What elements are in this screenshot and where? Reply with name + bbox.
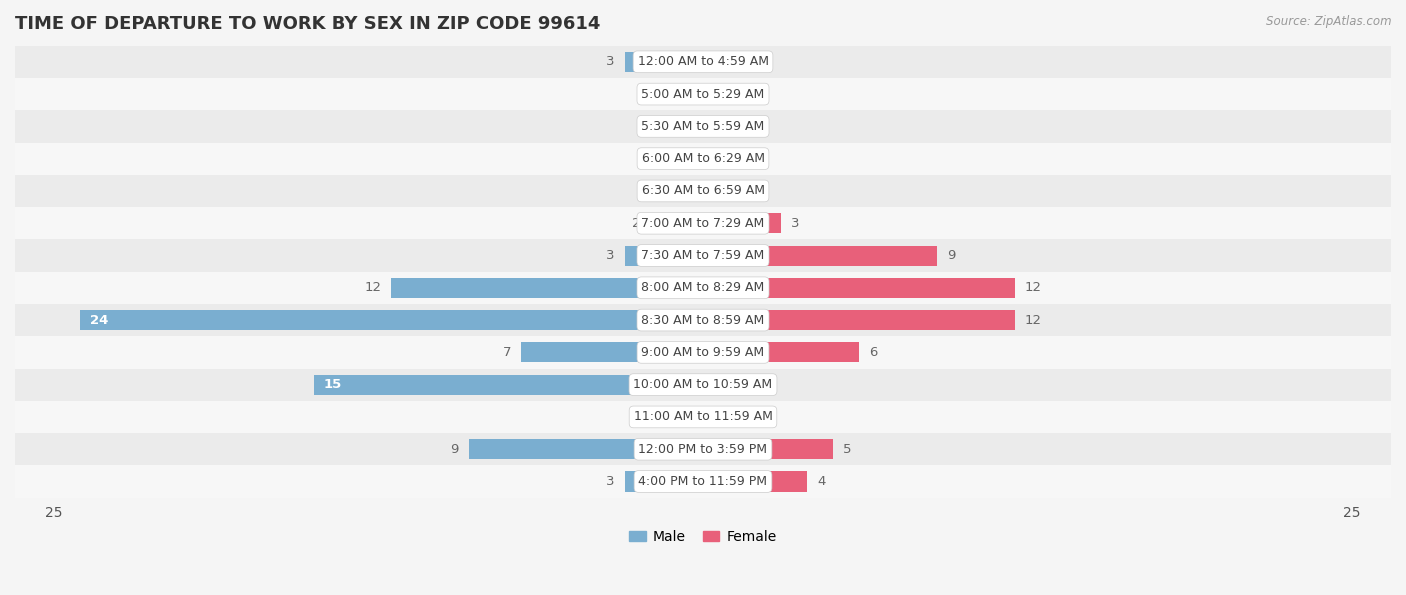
Bar xyxy=(522,342,703,362)
Bar xyxy=(664,181,703,201)
Text: 5: 5 xyxy=(844,443,852,456)
Bar xyxy=(703,342,859,362)
Bar xyxy=(664,149,703,168)
Bar xyxy=(626,471,703,491)
Bar xyxy=(1,78,1405,110)
Bar xyxy=(1,175,1405,207)
Bar xyxy=(703,407,742,427)
Bar xyxy=(626,52,703,72)
Text: 8:00 AM to 8:29 AM: 8:00 AM to 8:29 AM xyxy=(641,281,765,295)
Bar xyxy=(1,401,1405,433)
Text: TIME OF DEPARTURE TO WORK BY SEX IN ZIP CODE 99614: TIME OF DEPARTURE TO WORK BY SEX IN ZIP … xyxy=(15,15,600,33)
Text: 4: 4 xyxy=(817,475,825,488)
Text: 6: 6 xyxy=(869,346,877,359)
Text: 0: 0 xyxy=(752,87,761,101)
Text: 9: 9 xyxy=(450,443,458,456)
Bar xyxy=(1,272,1405,304)
Text: 11:00 AM to 11:59 AM: 11:00 AM to 11:59 AM xyxy=(634,411,772,424)
Bar xyxy=(703,181,742,201)
Bar xyxy=(1,143,1405,175)
Text: 0: 0 xyxy=(752,120,761,133)
Bar xyxy=(703,117,742,136)
Bar xyxy=(703,471,807,491)
Text: 15: 15 xyxy=(323,378,342,391)
Text: 7:00 AM to 7:29 AM: 7:00 AM to 7:29 AM xyxy=(641,217,765,230)
Text: 12: 12 xyxy=(364,281,381,295)
Text: 4:00 PM to 11:59 PM: 4:00 PM to 11:59 PM xyxy=(638,475,768,488)
Bar xyxy=(80,310,703,330)
Bar xyxy=(664,407,703,427)
Bar xyxy=(703,246,936,265)
Text: 0: 0 xyxy=(645,411,654,424)
Bar xyxy=(703,213,780,233)
Text: 0: 0 xyxy=(752,378,761,391)
Bar xyxy=(664,117,703,136)
Bar xyxy=(703,439,832,459)
Bar xyxy=(1,465,1405,497)
Text: 9:00 AM to 9:59 AM: 9:00 AM to 9:59 AM xyxy=(641,346,765,359)
Legend: Male, Female: Male, Female xyxy=(624,524,782,549)
Bar xyxy=(1,304,1405,336)
Text: 6:30 AM to 6:59 AM: 6:30 AM to 6:59 AM xyxy=(641,184,765,198)
Bar xyxy=(626,246,703,265)
Text: 0: 0 xyxy=(752,411,761,424)
Text: 3: 3 xyxy=(606,249,614,262)
Text: 3: 3 xyxy=(606,475,614,488)
Text: 24: 24 xyxy=(90,314,108,327)
Text: 7:30 AM to 7:59 AM: 7:30 AM to 7:59 AM xyxy=(641,249,765,262)
Text: 12: 12 xyxy=(1025,314,1042,327)
Text: Source: ZipAtlas.com: Source: ZipAtlas.com xyxy=(1267,15,1392,28)
Bar xyxy=(664,84,703,104)
Bar xyxy=(703,84,742,104)
Text: 2: 2 xyxy=(633,217,641,230)
Text: 0: 0 xyxy=(645,184,654,198)
Text: 0: 0 xyxy=(752,55,761,68)
Bar xyxy=(651,213,703,233)
Bar xyxy=(391,278,703,298)
Bar xyxy=(470,439,703,459)
Text: 5:30 AM to 5:59 AM: 5:30 AM to 5:59 AM xyxy=(641,120,765,133)
Text: 6:00 AM to 6:29 AM: 6:00 AM to 6:29 AM xyxy=(641,152,765,165)
Bar xyxy=(1,46,1405,78)
Bar xyxy=(703,52,742,72)
Text: 0: 0 xyxy=(645,152,654,165)
Text: 0: 0 xyxy=(645,120,654,133)
Text: 0: 0 xyxy=(752,184,761,198)
Text: 7: 7 xyxy=(502,346,510,359)
Text: 12: 12 xyxy=(1025,281,1042,295)
Text: 3: 3 xyxy=(606,55,614,68)
Bar xyxy=(703,278,1015,298)
Bar xyxy=(1,433,1405,465)
Bar xyxy=(1,110,1405,143)
Bar xyxy=(1,336,1405,368)
Text: 0: 0 xyxy=(752,152,761,165)
Bar xyxy=(703,375,742,394)
Bar xyxy=(1,239,1405,272)
Text: 3: 3 xyxy=(792,217,800,230)
Bar xyxy=(1,207,1405,239)
Text: 8:30 AM to 8:59 AM: 8:30 AM to 8:59 AM xyxy=(641,314,765,327)
Text: 12:00 AM to 4:59 AM: 12:00 AM to 4:59 AM xyxy=(637,55,769,68)
Bar xyxy=(314,375,703,394)
Text: 5:00 AM to 5:29 AM: 5:00 AM to 5:29 AM xyxy=(641,87,765,101)
Text: 0: 0 xyxy=(645,87,654,101)
Text: 12:00 PM to 3:59 PM: 12:00 PM to 3:59 PM xyxy=(638,443,768,456)
Bar xyxy=(703,149,742,168)
Bar xyxy=(1,368,1405,401)
Text: 9: 9 xyxy=(948,249,956,262)
Bar xyxy=(703,310,1015,330)
Text: 10:00 AM to 10:59 AM: 10:00 AM to 10:59 AM xyxy=(634,378,772,391)
